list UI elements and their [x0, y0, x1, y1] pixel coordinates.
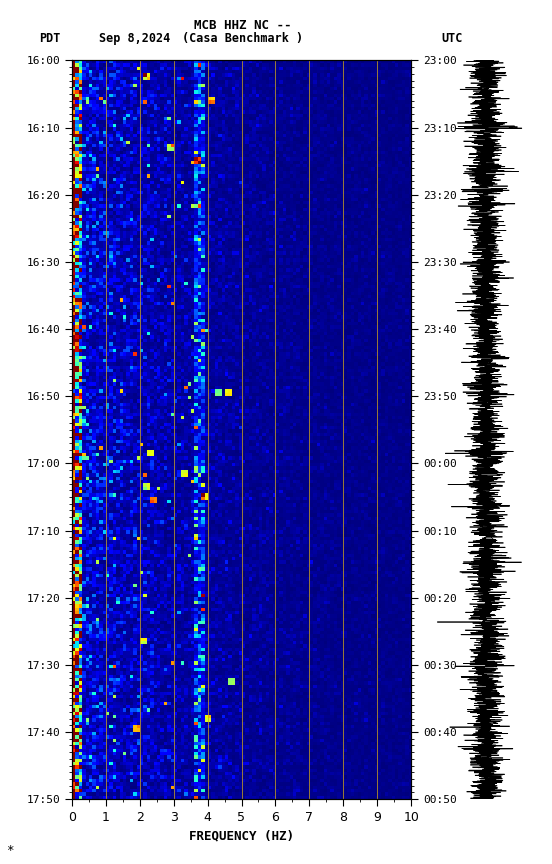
Text: UTC: UTC — [442, 32, 463, 45]
Text: PDT: PDT — [39, 32, 60, 45]
Text: MCB HHZ NC --: MCB HHZ NC -- — [194, 19, 291, 32]
X-axis label: FREQUENCY (HZ): FREQUENCY (HZ) — [189, 829, 294, 842]
Text: (Casa Benchmark ): (Casa Benchmark ) — [182, 32, 304, 45]
Text: *: * — [6, 843, 13, 856]
Text: Sep 8,2024: Sep 8,2024 — [99, 32, 171, 45]
